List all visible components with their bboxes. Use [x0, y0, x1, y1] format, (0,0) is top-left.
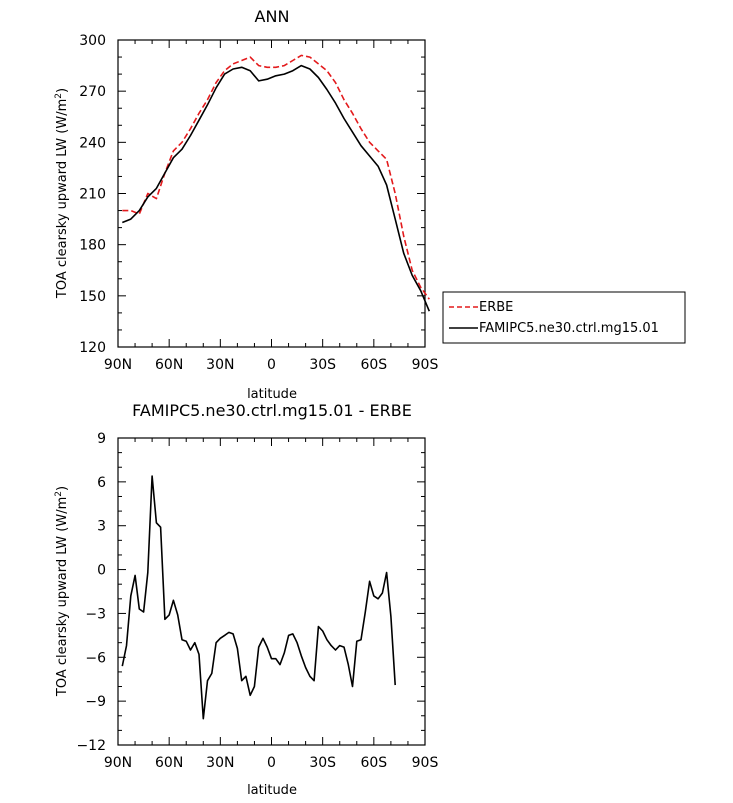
bottom-chart-y-tick-label: 3	[97, 519, 106, 535]
top-chart-y-axis-label-sup: 2	[54, 93, 64, 99]
top-chart-y-tick-label: 180	[79, 238, 106, 254]
bottom-chart-y-tick-label: 6	[97, 475, 106, 491]
bottom-chart-y-axis-label-end: )	[55, 486, 70, 491]
bottom-chart-x-tick-label: 0	[267, 755, 276, 771]
top-chart-y-axis-label: TOA clearsky upward LW (W/m2)	[54, 88, 70, 299]
bottom-chart-y-tick-label: −6	[85, 650, 106, 666]
top-chart-y-tick-label: 120	[79, 340, 106, 356]
bottom-chart-y-tick-label: −12	[76, 738, 106, 754]
top-chart-x-tick-label: 60N	[155, 357, 183, 373]
bottom-chart-title: FAMIPC5.ne30.ctrl.mg15.01 - ERBE	[132, 401, 412, 420]
bottom-chart-y-axis-label: TOA clearsky upward LW (W/m2)	[54, 486, 70, 697]
bottom-chart-x-tick-label: 90N	[104, 755, 132, 771]
bottom-chart-y-tick-label: −3	[85, 606, 106, 622]
bottom-chart-series	[121, 475, 396, 720]
top-chart-x-tick-label: 0	[267, 357, 276, 373]
bottom-chart-x-tick-label: 60N	[155, 755, 183, 771]
legend: ERBE FAMIPC5.ne30.ctrl.mg15.01	[442, 291, 686, 344]
top-chart-x-tick-label: 90N	[104, 357, 132, 373]
bottom-chart-y-tick-label: 9	[97, 431, 106, 447]
top-chart-series-line-1	[122, 64, 431, 312]
top-chart-panel: ANN 90N 60N 30N 0 30S 60S 90S 120 150 180 210 240 27…	[54, 7, 438, 402]
top-chart-x-tick-label: 90S	[412, 357, 439, 373]
bottom-chart-x-tick-label: 90S	[412, 755, 439, 771]
top-chart-y-tick-label: 150	[79, 289, 106, 305]
top-chart-y-tick-label: 300	[79, 33, 106, 49]
top-chart-x-axis-label: latitude	[247, 387, 297, 402]
legend-label-erbe: ERBE	[479, 300, 513, 315]
bottom-chart-y-tick-label: −9	[85, 694, 106, 710]
top-chart-y-axis-label-end: )	[55, 88, 70, 93]
legend-box	[442, 291, 686, 344]
top-chart-x-tick-label: 30S	[309, 357, 336, 373]
top-chart-x-tick-label: 60S	[360, 357, 387, 373]
bottom-chart-y-axis-label-main: TOA clearsky upward LW (W/m	[55, 497, 70, 697]
top-chart-series	[122, 54, 431, 312]
top-chart-plot-frame	[117, 39, 426, 348]
bottom-chart-x-tick-label: 60S	[360, 755, 387, 771]
top-chart-x-tick-label: 30N	[206, 357, 234, 373]
bottom-chart-x-tick-label: 30N	[206, 755, 234, 771]
bottom-chart-series-line-0	[121, 475, 396, 720]
bottom-chart-panel: FAMIPC5.ne30.ctrl.mg15.01 - ERBE 90N 60N 3…	[54, 401, 438, 798]
bottom-chart-ticks: 90N 60N 30N 0 30S 60S 90S −12 −9 −6 −3 0 3 6 9	[76, 431, 438, 771]
top-chart-title: ANN	[255, 7, 290, 26]
top-chart-y-tick-label: 240	[79, 135, 106, 151]
top-chart-series-line-0	[122, 54, 430, 300]
bottom-chart-y-axis-label-sup: 2	[54, 491, 64, 497]
bottom-chart-x-tick-label: 30S	[309, 755, 336, 771]
top-chart-y-tick-label: 210	[79, 187, 106, 203]
legend-label-model: FAMIPC5.ne30.ctrl.mg15.01	[479, 321, 659, 336]
top-chart-y-tick-label: 270	[79, 84, 106, 100]
bottom-chart-x-axis-label: latitude	[247, 783, 297, 798]
top-chart-y-axis-label-main: TOA clearsky upward LW (W/m	[55, 99, 70, 299]
top-chart-ticks: 90N 60N 30N 0 30S 60S 90S 120 150 180 210 240 270 300	[79, 33, 438, 373]
bottom-chart-y-tick-label: 0	[97, 563, 106, 579]
